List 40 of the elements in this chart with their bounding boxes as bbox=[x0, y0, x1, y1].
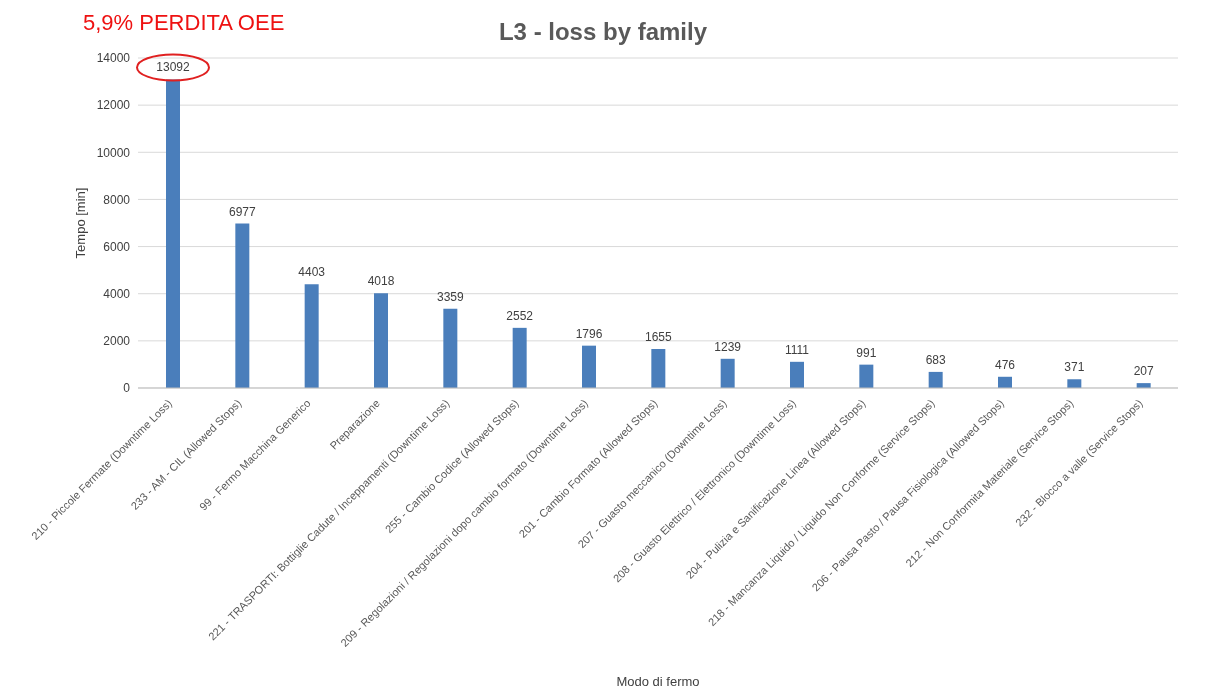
data-label: 1655 bbox=[644, 329, 672, 344]
data-label: 683 bbox=[925, 352, 946, 367]
y-tick-label: 6000 bbox=[103, 239, 131, 254]
bar bbox=[304, 284, 319, 388]
data-label: 2552 bbox=[506, 308, 534, 323]
data-label: 991 bbox=[856, 345, 877, 360]
data-label: 4018 bbox=[367, 274, 395, 289]
y-tick-label: 14000 bbox=[96, 51, 131, 66]
y-tick-label: 8000 bbox=[103, 192, 131, 207]
bar bbox=[651, 348, 666, 388]
bar bbox=[720, 358, 735, 388]
y-tick-label: 12000 bbox=[96, 98, 131, 113]
data-label: 6977 bbox=[228, 204, 256, 219]
bar bbox=[443, 308, 458, 388]
data-label: 1796 bbox=[575, 326, 603, 341]
y-tick-label: 0 bbox=[123, 381, 131, 396]
bar bbox=[235, 223, 250, 388]
bar bbox=[512, 327, 527, 388]
y-tick-label: 10000 bbox=[96, 145, 131, 160]
data-label: 207 bbox=[1133, 364, 1154, 379]
bar bbox=[790, 361, 804, 388]
chart-title: L3 - loss by family bbox=[498, 18, 708, 45]
bar bbox=[859, 364, 874, 388]
y-tick-label: 2000 bbox=[103, 334, 131, 349]
bar bbox=[166, 79, 180, 388]
data-label: 1111 bbox=[784, 342, 810, 357]
data-label: 4403 bbox=[298, 265, 326, 280]
y-axis-title: Tempo [min] bbox=[72, 187, 88, 259]
bar bbox=[1067, 379, 1082, 388]
data-label: 371 bbox=[1064, 360, 1085, 375]
text: 5,9% PERDITA OEE bbox=[83, 10, 285, 36]
bar bbox=[582, 345, 596, 388]
bar bbox=[928, 371, 943, 388]
data-label: 476 bbox=[994, 357, 1016, 372]
bar bbox=[374, 293, 388, 388]
data-label: 3359 bbox=[436, 289, 464, 304]
x-axis-title: Modo di fermo bbox=[616, 674, 700, 689]
data-label: 13092 bbox=[156, 60, 191, 75]
y-tick-label: 4000 bbox=[103, 286, 131, 301]
data-label: 1239 bbox=[714, 339, 742, 354]
